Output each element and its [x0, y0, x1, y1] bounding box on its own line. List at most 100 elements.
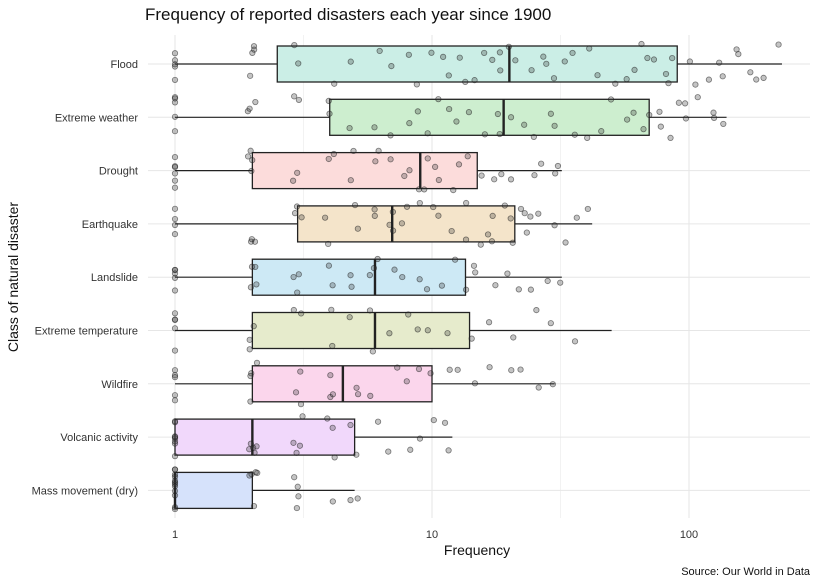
data-point	[291, 42, 298, 49]
data-point	[347, 272, 354, 279]
data-point	[246, 336, 253, 343]
data-point	[598, 128, 605, 135]
data-point	[290, 177, 297, 184]
y-tick-label: Extreme temperature	[35, 326, 138, 338]
data-point	[328, 306, 335, 313]
data-point	[171, 76, 179, 84]
data-point	[531, 172, 538, 179]
data-point	[171, 440, 179, 447]
data-point	[354, 391, 362, 398]
data-point	[462, 286, 470, 293]
data-point	[747, 69, 754, 76]
y-tick-label: Extreme weather	[55, 112, 138, 124]
data-point	[681, 100, 689, 107]
data-point	[407, 446, 414, 453]
data-point	[290, 273, 297, 281]
data-point	[463, 199, 470, 207]
data-point	[550, 75, 558, 82]
data-point	[249, 157, 256, 164]
box-4	[251, 258, 467, 296]
data-point	[413, 81, 420, 88]
data-point	[454, 366, 461, 373]
data-point	[468, 335, 475, 342]
data-point	[246, 105, 253, 112]
y-tick-label: Mass movement (dry)	[32, 485, 138, 497]
data-point	[293, 203, 301, 210]
data-point	[753, 76, 760, 83]
data-point	[171, 184, 179, 191]
data-point	[399, 273, 406, 281]
data-point	[415, 186, 423, 193]
x-tick-label: 10	[426, 529, 438, 541]
data-point	[347, 497, 354, 504]
data-point	[324, 415, 331, 422]
data-point	[248, 167, 255, 175]
data-point	[486, 364, 493, 371]
data-point	[290, 439, 297, 446]
data-point	[455, 161, 463, 168]
data-point	[354, 495, 361, 502]
data-point	[517, 366, 524, 373]
data-point	[421, 186, 428, 193]
data-point	[530, 133, 537, 141]
data-point	[471, 380, 479, 387]
data-point	[296, 442, 304, 449]
data-point	[594, 72, 601, 79]
data-point	[507, 176, 515, 183]
data-point	[171, 374, 179, 381]
data-point	[552, 170, 559, 177]
data-point	[760, 74, 767, 81]
data-point	[329, 342, 336, 350]
data-point	[171, 153, 179, 161]
data-point	[675, 99, 682, 106]
data-point	[416, 199, 423, 207]
data-point	[441, 419, 449, 426]
data-point	[389, 227, 397, 234]
data-point	[705, 76, 712, 83]
data-point	[171, 274, 179, 281]
data-point	[472, 269, 479, 276]
data-point	[692, 81, 699, 88]
y-tick-label: Drought	[99, 166, 138, 178]
source-note: Source: Our World in Data	[681, 566, 811, 578]
data-point	[329, 282, 336, 289]
data-point	[573, 214, 580, 221]
data-point	[686, 58, 693, 65]
data-point	[405, 51, 412, 58]
data-point	[374, 418, 382, 425]
data-point	[248, 471, 255, 478]
data-point	[295, 271, 302, 278]
data-point	[507, 114, 515, 121]
data-point	[171, 205, 179, 212]
data-point	[171, 50, 179, 57]
data-point	[470, 262, 478, 269]
data-point	[389, 208, 397, 216]
point-layer	[171, 40, 782, 513]
data-point	[415, 365, 423, 373]
data-point	[491, 176, 498, 183]
data-point	[488, 238, 496, 245]
data-point	[329, 424, 336, 431]
x-tick-label: 100	[680, 529, 698, 541]
data-point	[456, 54, 463, 61]
data-point	[638, 40, 645, 48]
data-point	[432, 163, 439, 171]
data-point	[523, 229, 530, 236]
data-point	[291, 93, 298, 100]
data-point	[295, 60, 302, 67]
data-point	[430, 203, 437, 211]
data-point	[327, 372, 334, 379]
data-point	[171, 433, 179, 440]
data-point	[295, 493, 302, 500]
data-point	[481, 131, 488, 138]
data-point	[665, 80, 672, 87]
data-point	[171, 367, 179, 374]
data-point	[171, 170, 179, 177]
data-point	[775, 41, 782, 48]
data-point	[171, 487, 179, 495]
data-point	[372, 158, 379, 165]
data-point	[247, 72, 254, 79]
y-tick-label: Flood	[110, 59, 138, 71]
data-point	[171, 492, 179, 499]
data-point	[325, 240, 332, 248]
